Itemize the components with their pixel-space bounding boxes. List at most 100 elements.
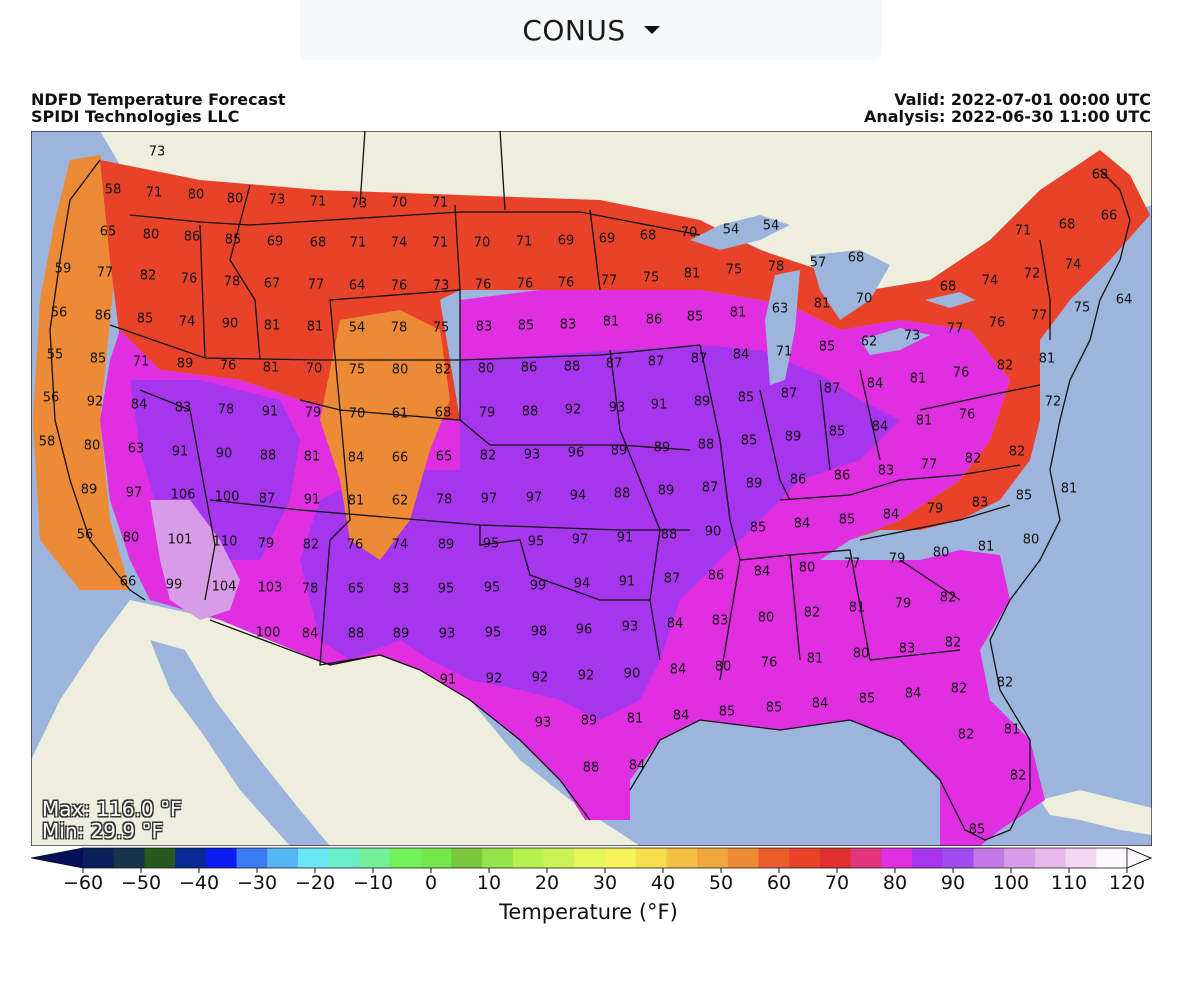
temperature-label: 99 <box>166 578 183 593</box>
temperature-label: 84 <box>883 508 900 523</box>
colorbar-swatch <box>359 848 391 868</box>
temperature-label: 78 <box>436 493 453 508</box>
very-hot-zone <box>300 345 900 720</box>
us-coastline <box>49 159 1131 841</box>
temperature-label: 79 <box>927 502 944 517</box>
temperature-label: 84 <box>867 377 884 392</box>
temperature-label: 71 <box>310 195 327 210</box>
temperature-label: 78 <box>302 582 319 597</box>
temperature-label: 90 <box>216 447 233 462</box>
temperature-label: 73 <box>433 279 450 294</box>
temperature-label: 85 <box>518 319 535 334</box>
temperature-label: 77 <box>947 322 964 337</box>
temperature-label: 85 <box>839 513 856 528</box>
temperature-label: 85 <box>90 352 107 367</box>
temperature-label: 74 <box>1065 258 1082 273</box>
temperature-label: 76 <box>761 656 778 671</box>
temperature-label: 91 <box>617 531 634 546</box>
temperature-label: 82 <box>435 363 452 378</box>
temperature-label: 82 <box>303 538 320 553</box>
temperature-label: 99 <box>530 579 547 594</box>
colorbar-tick-label: 50 <box>709 872 733 894</box>
temperature-label: 72 <box>1045 395 1062 410</box>
temperature-label: 84 <box>302 627 319 642</box>
colorbar-title: Temperature (°F) <box>499 900 678 924</box>
temperature-label: 82 <box>997 359 1014 374</box>
colorbar-tick-label: −40 <box>179 872 219 894</box>
temperature-label: 77 <box>844 557 861 572</box>
chevron-down-icon <box>643 26 660 34</box>
colorbar-tick-label: 30 <box>593 872 617 894</box>
coastal-band-west <box>33 155 130 590</box>
temperature-label: 92 <box>578 669 595 684</box>
temperature-label: 62 <box>861 335 878 350</box>
map-title: NDFD Temperature Forecast <box>31 90 286 109</box>
temperature-label: 79 <box>889 552 906 567</box>
temperature-label: 87 <box>648 355 665 370</box>
temperature-label: 80 <box>478 362 495 377</box>
temperature-label: 82 <box>958 728 975 743</box>
temperature-label: 89 <box>581 714 598 729</box>
colorbar-swatch <box>267 848 299 868</box>
temperature-label: 89 <box>746 477 763 492</box>
temperature-label: 68 <box>435 406 452 421</box>
temperature-label: 80 <box>227 192 244 207</box>
colorbar-tick-label: 100 <box>993 872 1029 894</box>
min-temp-text: Min: 29.9 °F <box>42 819 163 843</box>
temperature-label: 89 <box>694 395 711 410</box>
temperature-label: 84 <box>905 687 922 702</box>
temperature-label: 81 <box>1004 723 1021 738</box>
temperature-label: 85 <box>829 425 846 440</box>
colorbar-min-extend <box>31 848 83 868</box>
temperature-label: 83 <box>972 496 989 511</box>
temperature-label: 76 <box>953 366 970 381</box>
temperature-label: 73 <box>269 193 286 208</box>
temperature-label: 83 <box>175 401 192 416</box>
temperature-label: 90 <box>624 667 641 682</box>
temperature-label: 87 <box>664 572 681 587</box>
temperature-label: 80 <box>123 531 140 546</box>
temperature-label: 97 <box>526 491 543 506</box>
temperature-label: 76 <box>220 359 237 374</box>
temperature-label: 81 <box>807 652 824 667</box>
temperature-label: 73 <box>149 145 166 160</box>
temperature-label: 84 <box>872 420 889 435</box>
temperature-label: 86 <box>521 361 538 376</box>
temperature-label: 66 <box>120 575 137 590</box>
temperature-label: 92 <box>486 672 503 687</box>
temperature-label: 98 <box>531 625 548 640</box>
temperature-label: 83 <box>560 318 577 333</box>
colorbar-tick-label: 10 <box>477 872 501 894</box>
temperature-label: 80 <box>853 647 870 662</box>
temperature-label: 82 <box>804 606 821 621</box>
region-dropdown[interactable]: CONUS <box>300 0 882 60</box>
temperature-label: 76 <box>391 279 408 294</box>
temperature-label: 81 <box>684 267 701 282</box>
temperature-label: 70 <box>681 226 698 241</box>
analysis-time: Analysis: 2022-06-30 11:00 UTC <box>863 107 1151 126</box>
temperature-label: 81 <box>978 540 995 555</box>
temperature-label: 70 <box>391 196 408 211</box>
temperature-label: 87 <box>702 481 719 496</box>
temperature-label: 93 <box>535 716 552 731</box>
temperature-label: 80 <box>392 363 409 378</box>
colorbar-swatch <box>144 848 176 868</box>
temperature-label: 88 <box>522 405 539 420</box>
colorbar-swatch <box>543 848 575 868</box>
temperature-label: 83 <box>899 642 916 657</box>
temperature-label: 83 <box>393 582 410 597</box>
colorbar-swatch <box>727 848 760 868</box>
temperature-label: 82 <box>945 636 962 651</box>
colorbar-swatch <box>451 848 483 868</box>
temperature-label: 81 <box>1061 482 1078 497</box>
colorbar-tick-label: −10 <box>353 872 393 894</box>
temperature-label: 85 <box>687 310 704 325</box>
temperature-label: 86 <box>834 469 851 484</box>
colorbar-tick-label: 80 <box>883 872 907 894</box>
temperature-label: 71 <box>133 355 150 370</box>
map-credit: SPIDI Technologies LLC <box>31 107 240 126</box>
temperature-label: 74 <box>392 538 409 553</box>
temperature-label: 69 <box>267 235 284 250</box>
temperature-label: 71 <box>1015 224 1032 239</box>
temperature-label: 81 <box>348 494 365 509</box>
